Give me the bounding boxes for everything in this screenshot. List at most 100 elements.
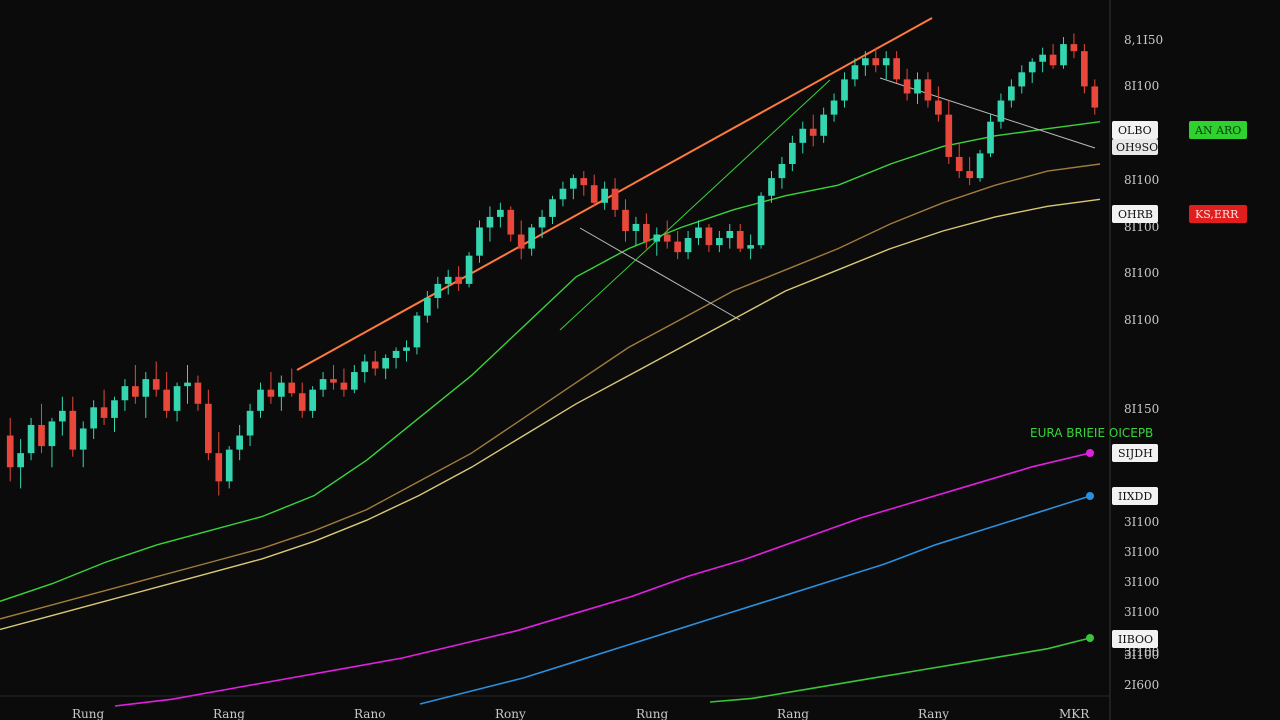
candle-body [132, 386, 139, 397]
y-axis-tick-label: 8I100 [1124, 79, 1159, 93]
candle-body [549, 199, 556, 217]
candle-body [465, 255, 473, 284]
candle-body [507, 209, 515, 235]
candle-body [893, 58, 900, 80]
indicator-layer [114, 449, 1094, 707]
candle-body [361, 361, 369, 373]
candle-body [643, 223, 650, 242]
candle-body [799, 128, 807, 143]
x-axis-tick-label: Rony [495, 707, 526, 720]
candle-body [476, 227, 483, 256]
pattern-line-3 [559, 79, 831, 331]
candle-body [851, 65, 859, 80]
indicator-line-2 [419, 495, 1091, 705]
candle-body [528, 227, 535, 249]
x-axis-tick-label: MKR [1059, 707, 1090, 720]
price-badge-label: KS,ERR [1195, 208, 1239, 221]
candle-body [90, 407, 97, 429]
candle-body [142, 379, 150, 397]
price-tag-box [1112, 630, 1158, 648]
candle-body [1008, 86, 1015, 101]
x-axis-tick-label: Rung [636, 707, 668, 720]
candle-body [236, 435, 243, 450]
candle-body [1091, 86, 1099, 108]
price-tag-box [1112, 121, 1158, 139]
candle-body [955, 156, 963, 172]
candle-body [205, 403, 212, 454]
candle-body [257, 389, 264, 411]
candle-body [330, 379, 337, 383]
y-axis-tick-label: 3I100 [1124, 645, 1159, 659]
price-badge [1189, 121, 1247, 139]
price-tag-box [1112, 444, 1158, 462]
candle-body [121, 386, 129, 401]
y-axis-tick-label: 8I100 [1124, 220, 1159, 234]
candle-body [559, 188, 567, 200]
y-axis-tick-label: 3I100 [1124, 648, 1159, 662]
candle-body [757, 195, 765, 246]
candle-body [747, 245, 754, 249]
candle-body [809, 128, 817, 136]
candle-body [663, 234, 671, 242]
indicator-legend: EURA BRIEIE OICEPB [1030, 426, 1153, 440]
y-axis-tick-label: 3I100 [1124, 545, 1159, 559]
candle-body [976, 153, 984, 179]
price-tag-layer: OLBO OH9SO AN ARO OHRB KS,ERR SIJDH IIXDD IIBOO [1112, 121, 1247, 648]
candle-body [653, 234, 661, 242]
y-axis-tick-label: 2I600 [1124, 678, 1159, 692]
candle-body [684, 238, 692, 253]
candle-body [716, 238, 723, 246]
pattern-line-1 [579, 227, 741, 321]
candle-body [111, 400, 118, 418]
candle-layer [6, 33, 1099, 496]
candle-body [424, 298, 431, 316]
candle-body [935, 100, 942, 115]
candle-body [444, 276, 452, 284]
y-axis-tick-label: 8I150 [1124, 402, 1159, 416]
candle-body [1049, 54, 1057, 66]
candle-body [820, 114, 827, 136]
candle-body [17, 453, 24, 468]
moving-average-line-1 [0, 121, 1101, 602]
price-tag-label: IIXDD [1118, 490, 1152, 503]
moving-average-line-2 [0, 163, 1101, 620]
y-axis-tick-label: 3I100 [1124, 575, 1159, 589]
candle-body [830, 100, 838, 115]
y-axis-tick-label: 8I100 [1124, 266, 1159, 280]
candle-body [987, 121, 994, 154]
candle-body [215, 453, 223, 482]
indicator-line-3 [709, 637, 1091, 703]
candle-body [1060, 44, 1067, 66]
price-tag-label: OLBO [1118, 124, 1152, 137]
candle-body [340, 382, 348, 390]
candle-body [288, 382, 296, 394]
candle-body [48, 421, 56, 447]
candle-body [705, 227, 713, 246]
candle-body [1028, 61, 1036, 73]
candle-body [152, 379, 160, 390]
candle-body [695, 227, 702, 239]
candle-body [267, 389, 275, 397]
candle-body [38, 424, 45, 447]
candle-body [100, 407, 108, 418]
candle-body [590, 185, 598, 203]
candle-body [966, 171, 973, 179]
candle-body [486, 216, 494, 228]
candle-body [69, 410, 77, 450]
x-axis-tick-label: Rang [213, 707, 245, 720]
x-axis-tick-label: Rano [354, 707, 385, 720]
price-tag-label: OHRB [1118, 208, 1153, 221]
candle-body [413, 315, 421, 348]
candle-body [27, 424, 35, 454]
candle-body [997, 100, 1005, 122]
candle-body [674, 241, 681, 253]
candle-body [1039, 54, 1046, 62]
candle-body [882, 58, 890, 66]
candle-body [903, 79, 911, 94]
candle-body [538, 216, 546, 228]
price-tag-box [1112, 205, 1158, 223]
candle-body [778, 164, 786, 179]
candle-body [580, 178, 588, 186]
candle-body [841, 79, 848, 101]
